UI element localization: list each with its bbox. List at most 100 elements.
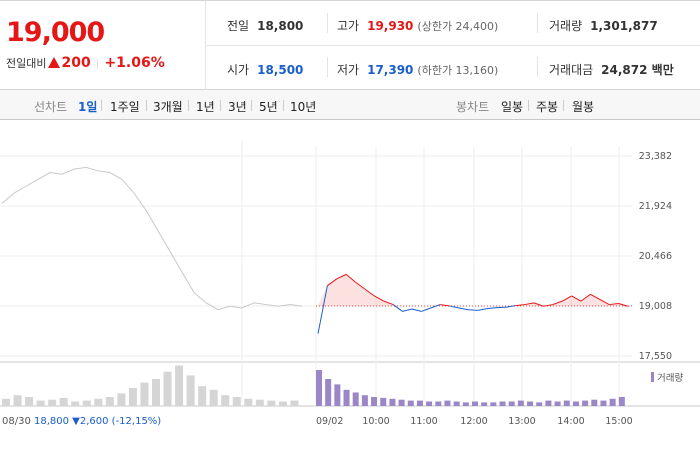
- divider: [528, 100, 529, 111]
- volume-bar: [352, 392, 359, 406]
- volume-bar: [453, 401, 460, 406]
- y-tick-label: 19,008: [639, 301, 672, 312]
- volume-bar: [128, 388, 137, 406]
- y-tick-label: 23,382: [639, 151, 672, 162]
- tab-1-year[interactable]: 1년: [196, 100, 215, 114]
- volume-bar: [117, 393, 126, 406]
- divider: [537, 57, 538, 77]
- upper-limit: (상한가 24,400): [417, 20, 499, 33]
- volume-bar: [255, 399, 264, 406]
- tab-3-years[interactable]: 3년: [228, 100, 247, 114]
- volume-bar: [186, 375, 195, 406]
- volume-bar: [140, 382, 149, 406]
- lower-limit: (하한가 13,160): [417, 64, 499, 77]
- volume-bar: [209, 389, 218, 406]
- today-line-segment: [599, 298, 610, 305]
- volume-bar: [600, 400, 607, 406]
- volume-bar: [163, 371, 172, 406]
- y-tick-label: 21,924: [639, 201, 672, 212]
- today-line-segment: [477, 308, 488, 311]
- price-chart: 23,382 21,924 20,466 19,008 17,550 거래량 09/02 10…: [0, 140, 700, 427]
- today-line-segment: [383, 300, 394, 306]
- day-high: 고가 19,930 (상한가 24,400): [337, 17, 498, 34]
- volume-bar: [59, 397, 68, 406]
- tab-monthly[interactable]: 월봉: [572, 100, 595, 114]
- tab-3-months[interactable]: 3개월: [153, 100, 183, 114]
- volume-bar: [325, 379, 332, 406]
- tab-daily[interactable]: 일봉: [501, 100, 524, 114]
- divider: [188, 100, 189, 111]
- tab-weekly[interactable]: 주봉: [536, 100, 559, 114]
- today-line-segment: [345, 273, 356, 283]
- volume-bar: [582, 400, 589, 406]
- today-line-segment: [392, 304, 403, 312]
- volume-bar: [536, 402, 543, 406]
- volume-bar: [380, 397, 387, 406]
- stats-divider: [207, 45, 700, 46]
- day-low: 저가 17,390 (하한가 13,160): [337, 61, 498, 78]
- volume-bar: [563, 400, 570, 406]
- today-line-segment: [580, 293, 591, 302]
- x-tick-label: 11:00: [410, 416, 437, 427]
- chart-tabs: 선차트 1일 1주일 3개월 1년 3년 5년 10년 봉차트 일봉 주봉 월봉: [0, 90, 700, 120]
- trade-value-label: 거래대금: [549, 63, 594, 77]
- volume-bar: [71, 401, 80, 406]
- divider: [283, 100, 284, 111]
- today-line-segment: [590, 293, 601, 300]
- x-tick-label: 10:00: [362, 416, 389, 427]
- low-value: 17,390: [367, 63, 414, 77]
- volume-stat: 거래량 1,301,877: [549, 17, 658, 34]
- volume-bar: [407, 400, 414, 406]
- today-line-segment: [618, 303, 629, 307]
- volume-bar: [444, 400, 451, 406]
- today-area: [318, 274, 628, 306]
- divider: [537, 13, 538, 33]
- stats-table: 전일 18,800 고가 19,930 (상한가 24,400) 거래량 1,301,8…: [207, 1, 700, 90]
- open-label: 시가: [227, 63, 250, 77]
- volume-value: 1,301,877: [590, 19, 658, 33]
- prev-day-line: [1, 166, 303, 311]
- tab-1-day[interactable]: 1일: [78, 100, 98, 114]
- volume-bar: [2, 398, 10, 406]
- x-tick-label: 15:00: [605, 416, 632, 427]
- today-line-segment: [543, 304, 553, 307]
- today-line-segment: [609, 303, 619, 306]
- volume-bar: [591, 399, 598, 406]
- volume-bar: [105, 397, 114, 406]
- volume-bar: [94, 398, 103, 406]
- volume-bar: [490, 402, 497, 406]
- today-line-segment: [468, 309, 478, 311]
- volume-bar: [426, 401, 433, 406]
- y-tick-label: 20,466: [639, 251, 672, 262]
- open-price: 시가 18,500: [227, 61, 303, 78]
- divider: [101, 100, 102, 111]
- tab-1-week[interactable]: 1주일: [110, 100, 140, 114]
- today-line-segment: [449, 305, 460, 309]
- tab-5-years[interactable]: 5년: [259, 100, 278, 114]
- volume-bar: [48, 399, 57, 406]
- price-change: 전일대비 200 | +1.06%: [6, 55, 165, 71]
- today-line-segment: [505, 305, 516, 308]
- volume-bar: [572, 401, 579, 406]
- volume-bar: [316, 370, 322, 406]
- today-line-segment: [364, 288, 375, 297]
- volume-bar: [152, 379, 160, 406]
- divider: |: [95, 57, 100, 70]
- volume-bar: [508, 401, 515, 406]
- divider: [146, 100, 147, 111]
- up-arrow-icon: [48, 57, 61, 68]
- volume-bar: [481, 402, 488, 406]
- high-label: 고가: [337, 19, 360, 33]
- tab-10-years[interactable]: 10년: [290, 100, 317, 114]
- volume-bar: [545, 400, 552, 406]
- today-line-segment: [440, 304, 450, 307]
- low-label: 저가: [337, 63, 360, 77]
- volume-bar: [175, 365, 184, 406]
- today-line-segment: [402, 308, 413, 312]
- today-line-segment: [552, 300, 563, 306]
- x-tick-label: 13:00: [508, 416, 535, 427]
- volume-legend-swatch: [651, 372, 654, 382]
- prev-close: 전일 18,800: [227, 17, 303, 34]
- volume-bar: [36, 400, 45, 406]
- price-box: 19,000 전일대비 200 | +1.06%: [0, 1, 206, 90]
